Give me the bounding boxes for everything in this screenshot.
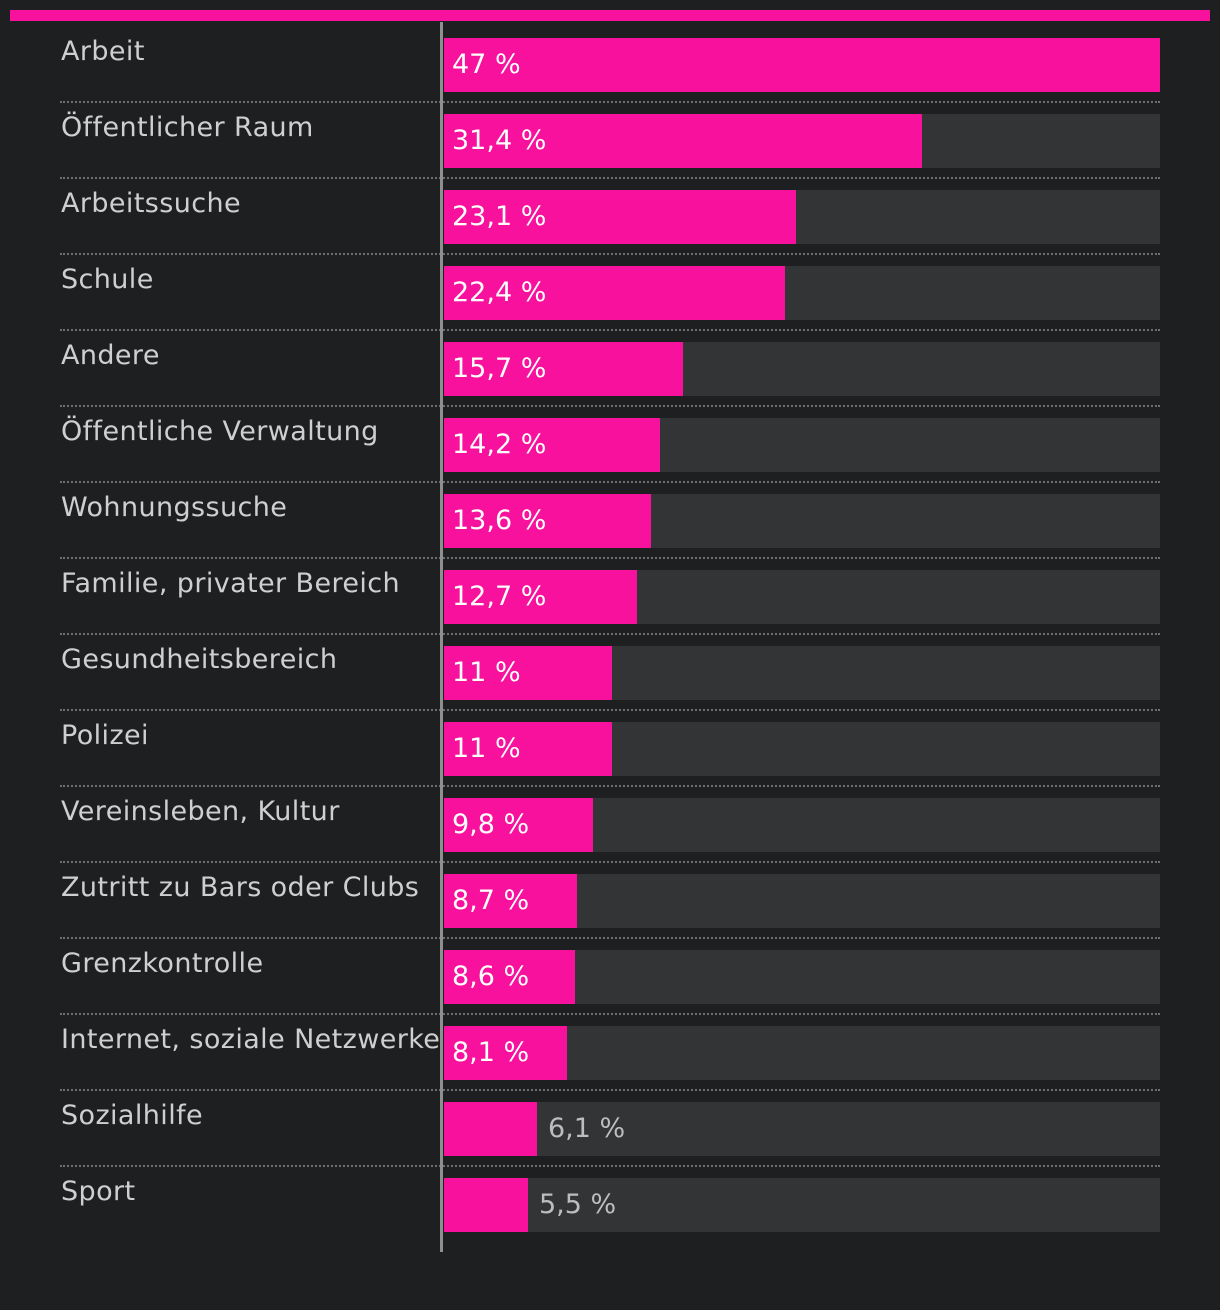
value-label: 15,7 %	[452, 353, 547, 384]
category-label: Öffentliche Verwaltung	[61, 416, 379, 447]
value-label: 9,8 %	[452, 809, 530, 840]
bar-track: 8,7 %	[444, 874, 1160, 928]
value-label: 8,7 %	[452, 885, 530, 916]
bar-track: 8,1 %	[444, 1026, 1160, 1080]
bar	[444, 418, 660, 472]
row-separator	[60, 1089, 1160, 1091]
row-separator	[60, 861, 1160, 863]
bar-track: 15,7 %	[444, 342, 1160, 396]
category-label: Sport	[61, 1176, 136, 1207]
row-separator	[60, 481, 1160, 483]
bar-row: Öffentliche Verwaltung 14,2 %	[0, 402, 1220, 483]
row-separator	[60, 557, 1160, 559]
category-label: Arbeitssuche	[61, 188, 242, 219]
category-label: Andere	[61, 340, 160, 371]
bar	[444, 190, 796, 244]
bar-row: Andere 15,7 %	[0, 326, 1220, 407]
row-separator	[60, 101, 1160, 103]
bar-track: 12,7 %	[444, 570, 1160, 624]
bar	[444, 1102, 537, 1156]
bar	[444, 38, 1160, 92]
bar	[444, 874, 577, 928]
value-label: 11 %	[452, 733, 521, 764]
category-label: Familie, privater Bereich	[61, 568, 401, 599]
value-label: 47 %	[452, 49, 521, 80]
row-separator	[60, 1013, 1160, 1015]
bar-track: 13,6 %	[444, 494, 1160, 548]
value-label: 23,1 %	[452, 201, 547, 232]
bar	[444, 570, 637, 624]
bar-track: 5,5 %	[444, 1178, 1160, 1232]
row-separator	[60, 937, 1160, 939]
bar-row: Sport 5,5 %	[0, 1162, 1220, 1238]
bar-track: 31,4 %	[444, 114, 1160, 168]
bar-track: 9,8 %	[444, 798, 1160, 852]
bar-track: 11 %	[444, 646, 1160, 700]
value-label: 11 %	[452, 657, 521, 688]
bar-row: Arbeit 47 %	[0, 22, 1220, 103]
bar-track: 8,6 %	[444, 950, 1160, 1004]
value-label: 8,1 %	[452, 1037, 530, 1068]
bar	[444, 266, 785, 320]
category-label: Internet, soziale Netzwerke	[61, 1024, 441, 1055]
bar-track: 23,1 %	[444, 190, 1160, 244]
value-label: 5,5 %	[539, 1189, 617, 1220]
category-label: Grenzkontrolle	[61, 948, 264, 979]
bar-row: Öffentlicher Raum 31,4 %	[0, 98, 1220, 179]
category-label: Öffentlicher Raum	[61, 112, 314, 143]
bar-track: 6,1 %	[444, 1102, 1160, 1156]
row-separator	[60, 253, 1160, 255]
value-label: 13,6 %	[452, 505, 547, 536]
bar	[444, 342, 683, 396]
bar-row: Internet, soziale Netzwerke 8,1 %	[0, 1010, 1220, 1091]
bar-row: Wohnungssuche 13,6 %	[0, 478, 1220, 559]
bar-row: Zutritt zu Bars oder Clubs 8,7 %	[0, 858, 1220, 939]
bar-row: Sozialhilfe 6,1 %	[0, 1086, 1220, 1167]
bar	[444, 798, 593, 852]
bar-row: Polizei 11 %	[0, 706, 1220, 787]
bar-row: Familie, privater Bereich 12,7 %	[0, 554, 1220, 635]
bar-row: Grenzkontrolle 8,6 %	[0, 934, 1220, 1015]
value-label: 12,7 %	[452, 581, 547, 612]
value-label: 14,2 %	[452, 429, 547, 460]
category-label: Wohnungssuche	[61, 492, 288, 523]
category-label: Polizei	[61, 720, 149, 751]
bar-track: 11 %	[444, 722, 1160, 776]
bar	[444, 114, 922, 168]
bar	[444, 722, 612, 776]
bar-track: 47 %	[444, 38, 1160, 92]
bar	[444, 494, 651, 548]
row-separator	[60, 329, 1160, 331]
value-label: 22,4 %	[452, 277, 547, 308]
category-label: Schule	[61, 264, 154, 295]
value-label: 6,1 %	[548, 1113, 626, 1144]
row-separator	[60, 785, 1160, 787]
bar	[444, 1178, 528, 1232]
category-label: Zutritt zu Bars oder Clubs	[61, 872, 420, 903]
category-label: Vereinsleben, Kultur	[61, 796, 340, 827]
bar	[444, 1026, 567, 1080]
bar-row: Gesundheitsbereich 11 %	[0, 630, 1220, 711]
category-label: Gesundheitsbereich	[61, 644, 338, 675]
row-separator	[60, 1165, 1160, 1167]
category-label: Sozialhilfe	[61, 1100, 204, 1131]
row-separator	[60, 177, 1160, 179]
bar-track: 22,4 %	[444, 266, 1160, 320]
bar	[444, 950, 575, 1004]
row-separator	[60, 633, 1160, 635]
bar-row: Vereinsleben, Kultur 9,8 %	[0, 782, 1220, 863]
category-label: Arbeit	[61, 36, 145, 67]
row-separator	[60, 709, 1160, 711]
category-axis-line	[440, 22, 443, 1252]
bar-row: Schule 22,4 %	[0, 250, 1220, 331]
row-separator	[60, 405, 1160, 407]
value-label: 31,4 %	[452, 125, 547, 156]
value-label: 8,6 %	[452, 961, 530, 992]
bar-row: Arbeitssuche 23,1 %	[0, 174, 1220, 255]
top-accent-rule	[10, 10, 1210, 21]
bar-track: 14,2 %	[444, 418, 1160, 472]
bar	[444, 646, 612, 700]
